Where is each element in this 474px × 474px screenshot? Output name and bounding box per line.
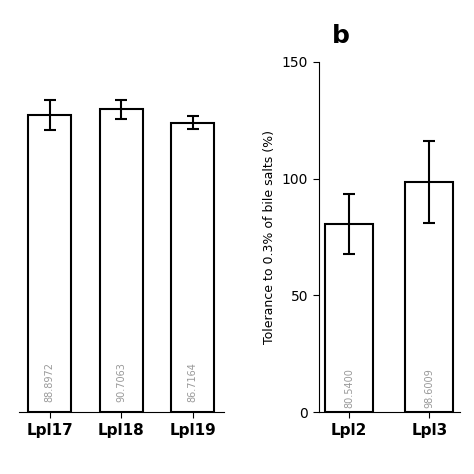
Text: 88.8972: 88.8972 xyxy=(45,362,55,402)
Bar xyxy=(172,123,214,412)
Bar xyxy=(405,182,453,412)
Text: 86.7164: 86.7164 xyxy=(188,363,198,402)
Text: b: b xyxy=(332,24,350,48)
Text: 80.5400: 80.5400 xyxy=(344,368,354,408)
Bar xyxy=(325,224,373,412)
Text: 90.7063: 90.7063 xyxy=(116,363,126,402)
Text: 98.6009: 98.6009 xyxy=(424,368,434,408)
Y-axis label: Tolerance to 0.3% of bile salts (%): Tolerance to 0.3% of bile salts (%) xyxy=(264,130,276,344)
Bar xyxy=(100,109,143,412)
Bar xyxy=(28,115,71,412)
